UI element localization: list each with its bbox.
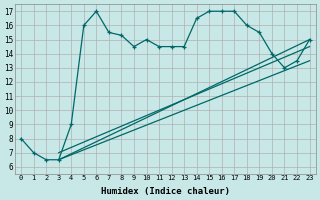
X-axis label: Humidex (Indice chaleur): Humidex (Indice chaleur) xyxy=(101,187,230,196)
